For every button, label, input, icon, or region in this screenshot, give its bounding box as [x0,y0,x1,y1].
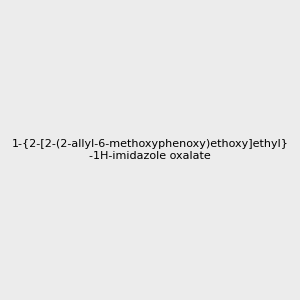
Text: 1-{2-[2-(2-allyl-6-methoxyphenoxy)ethoxy]ethyl}
-1H-imidazole oxalate: 1-{2-[2-(2-allyl-6-methoxyphenoxy)ethoxy… [12,139,288,161]
